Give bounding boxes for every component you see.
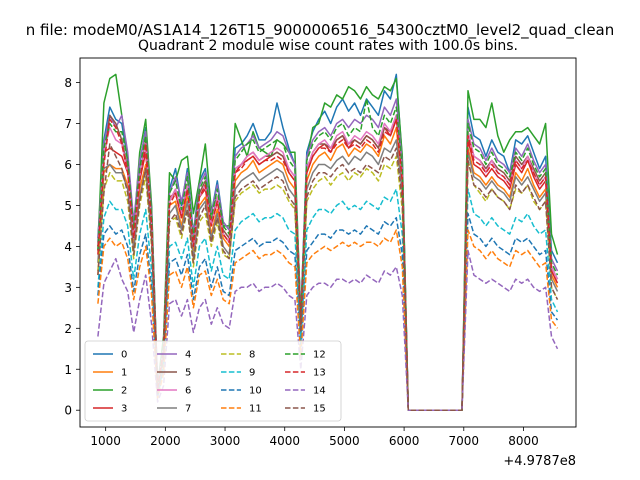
x-tick-label: 1000: [90, 434, 121, 448]
legend-label-7: 7: [185, 404, 191, 415]
x-tick-label: 5000: [329, 434, 360, 448]
legend-label-8: 8: [249, 350, 255, 361]
series-line-15: [97, 143, 559, 411]
x-tick-label: 8000: [508, 434, 539, 448]
legend-label-15: 15: [313, 404, 326, 415]
legend-label-1: 1: [121, 368, 127, 379]
x-tick-label: 4000: [269, 434, 300, 448]
legend-frame: [84, 340, 342, 422]
legend-label-13: 13: [313, 368, 326, 379]
series-line-1: [97, 126, 559, 411]
y-tick-label: 2: [64, 322, 72, 336]
legend-label-12: 12: [313, 350, 326, 361]
x-offset-label: +4.9787e8: [503, 454, 576, 469]
series-line-14: [97, 249, 559, 411]
y-tick-label: 5: [64, 199, 72, 213]
series-line-10: [97, 212, 559, 411]
legend-label-6: 6: [185, 386, 191, 397]
series-line-9: [97, 188, 559, 411]
x-tick-label: 3000: [210, 434, 241, 448]
series-line-3: [97, 118, 559, 411]
series-line-0: [97, 73, 559, 411]
series-line-8: [97, 155, 559, 411]
x-tick-label: 2000: [150, 434, 181, 448]
legend-label-11: 11: [249, 404, 262, 415]
chart-title: Quadrant 2 module wise count rates with …: [138, 38, 518, 54]
x-tick-label: 7000: [449, 434, 480, 448]
axes-layer: 1000 2000 3000 4000 5000 6000 7000 800001234567…: [64, 76, 538, 448]
y-tick-label: 3: [64, 281, 72, 295]
y-tick-label: 8: [64, 76, 72, 90]
x-tick-label: 6000: [389, 434, 420, 448]
series-line-4: [97, 98, 559, 411]
series-line-7: [97, 139, 559, 411]
legend-label-5: 5: [185, 368, 191, 379]
legend-label-3: 3: [121, 404, 127, 415]
legend-label-2: 2: [121, 386, 127, 397]
y-tick-label: 1: [64, 363, 72, 377]
series-line-6: [97, 114, 559, 411]
legend-label-14: 14: [313, 386, 326, 397]
legend-label-0: 0: [121, 350, 127, 361]
series-line-11: [97, 229, 559, 411]
legend-label-4: 4: [185, 350, 191, 361]
y-tick-label: 6: [64, 158, 72, 172]
figure-suptitle: n file: modeM0/AS1A14_126T15_9000006516_…: [26, 21, 615, 40]
y-tick-label: 7: [64, 117, 72, 131]
legend-label-9: 9: [249, 368, 255, 379]
series-line-12: [97, 98, 559, 411]
series-layer: [97, 73, 559, 411]
y-tick-label: 0: [64, 404, 72, 418]
plot-frame: [79, 57, 577, 428]
legend-label-10: 10: [249, 386, 262, 397]
y-tick-label: 4: [64, 240, 72, 254]
